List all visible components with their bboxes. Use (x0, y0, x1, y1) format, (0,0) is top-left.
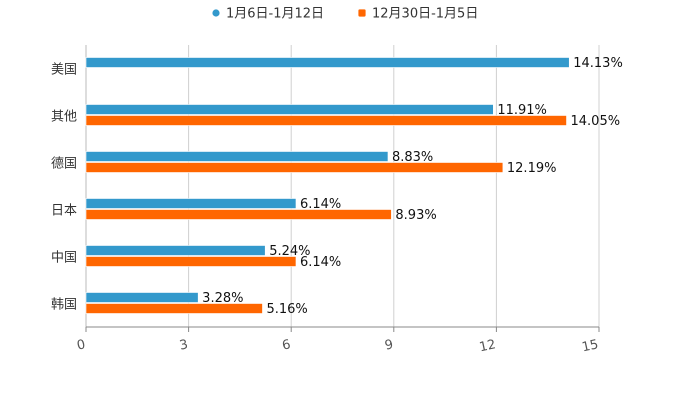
category-label-3: 德国 (51, 157, 77, 172)
bar-series-2-5[interactable] (85, 256, 297, 267)
bar-series-2-4[interactable] (85, 209, 392, 220)
data-label-series-1-1: 14.13% (573, 56, 623, 71)
legend-marker-series-2[interactable] (358, 9, 366, 17)
data-label-series-2-4: 8.93% (395, 208, 436, 223)
bar-series-1-2[interactable] (85, 104, 494, 115)
legend-label-series-1[interactable]: 1月6日-1月12日 (226, 7, 324, 22)
bar-series-2-3[interactable] (85, 162, 504, 173)
category-label-5: 中国 (51, 251, 77, 266)
data-label-series-1-6: 3.28% (202, 291, 243, 306)
data-label-series-1-2: 11.91% (497, 103, 547, 118)
category-label-2: 其他 (51, 110, 77, 125)
x-tick-label-12: 12 (478, 337, 497, 355)
x-tick-label-0: 0 (76, 337, 87, 353)
data-label-series-2-2: 14.05% (571, 114, 621, 129)
bar-series-1-1[interactable] (85, 57, 570, 68)
data-label-series-2-5: 6.14% (300, 255, 341, 270)
x-tick-label-3: 3 (178, 337, 189, 353)
bar-series-1-3[interactable] (85, 151, 389, 162)
data-label-series-2-3: 12.19% (507, 161, 557, 176)
category-label-1: 美国 (51, 63, 77, 78)
x-tick-label-6: 6 (281, 337, 292, 353)
data-label-series-1-5: 5.24% (269, 244, 310, 259)
bar-series-2-2[interactable] (85, 115, 567, 126)
x-tick-label-9: 9 (383, 337, 394, 353)
data-label-series-1-4: 6.14% (300, 197, 341, 212)
bar-series-1-4[interactable] (85, 198, 297, 209)
x-tick-label-15: 15 (581, 337, 600, 355)
bar-series-1-5[interactable] (85, 245, 266, 256)
category-label-6: 韩国 (51, 298, 77, 313)
legend-label-series-2[interactable]: 12月30日-1月5日 (372, 7, 478, 22)
bar-series-2-6[interactable] (85, 303, 263, 314)
bar-series-1-6[interactable] (85, 292, 199, 303)
category-label-4: 日本 (51, 204, 77, 219)
data-label-series-2-6: 5.16% (266, 302, 307, 317)
data-label-series-1-3: 8.83% (392, 150, 433, 165)
legend-marker-series-1[interactable] (212, 9, 220, 17)
